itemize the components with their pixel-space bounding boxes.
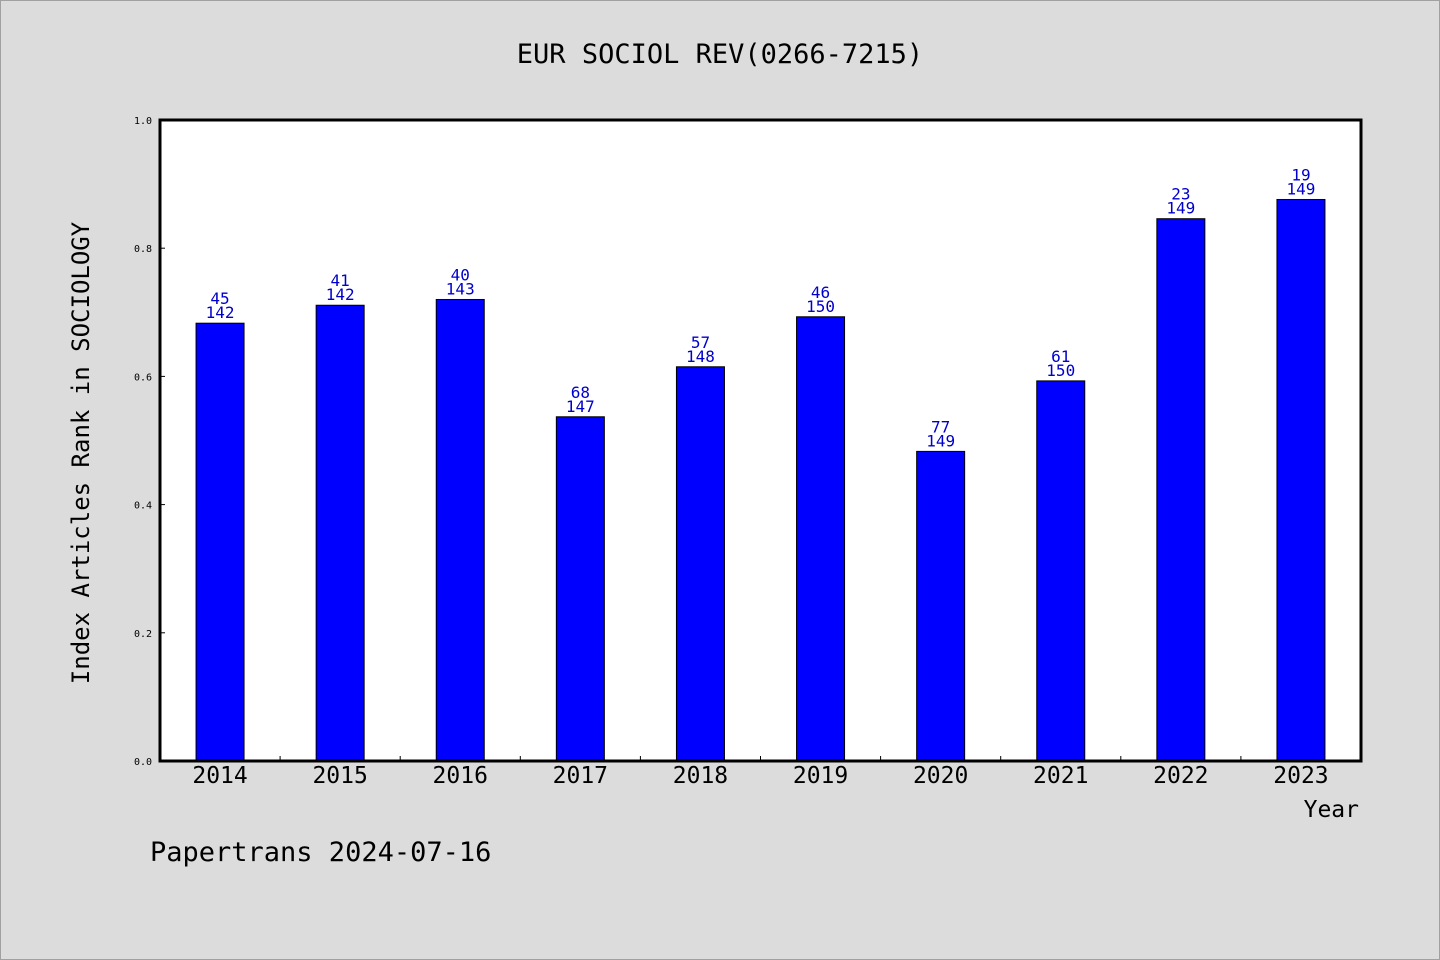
x-tick-label-2018: 2018	[673, 763, 728, 789]
rank-label-2015: 41	[331, 271, 350, 290]
y-tick-label: 0.0	[134, 757, 152, 768]
x-tick-label-2023: 2023	[1273, 763, 1328, 789]
bar-2018	[675, 366, 725, 762]
total-label-2017: 147	[566, 397, 595, 416]
bar-2015	[315, 304, 365, 762]
rank-label-2016: 40	[451, 265, 470, 284]
rank-label-2022: 23	[1171, 185, 1190, 204]
rank-label-2017: 68	[571, 383, 590, 402]
bar-2021	[1036, 380, 1086, 762]
total-label-2023: 149	[1286, 179, 1315, 198]
bar-2017	[555, 416, 605, 762]
total-label-2022: 149	[1166, 199, 1195, 218]
rank-label-2014: 45	[210, 289, 229, 308]
x-tick-label-2014: 2014	[192, 763, 247, 789]
bar-2016	[435, 298, 485, 762]
bar-2020	[916, 450, 966, 762]
x-tick-label-2019: 2019	[793, 763, 848, 789]
total-label-2018: 148	[686, 347, 715, 366]
x-tick-label-2020: 2020	[913, 763, 968, 789]
total-label-2020: 149	[926, 431, 955, 450]
y-axis: 0.0 0.2 0.4 0.6 0.8 1.0	[134, 116, 165, 768]
bar-2014	[195, 322, 245, 762]
rank-label-2018: 57	[691, 333, 710, 352]
x-tick-label-2021: 2021	[1033, 763, 1088, 789]
bars-group	[195, 198, 1326, 762]
rank-label-2021: 61	[1051, 347, 1070, 366]
y-tick-label: 0.6	[134, 372, 152, 383]
x-tick-label-2015: 2015	[312, 763, 367, 789]
rank-label-2019: 46	[811, 283, 830, 302]
footer-text: Papertrans 2024-07-16	[150, 837, 491, 868]
y-tick-label: 0.4	[134, 501, 152, 512]
data-labels-group: 4514241142401436814757148461507714961150…	[206, 165, 1316, 450]
rank-label-2023: 19	[1291, 165, 1310, 184]
x-tick-label-2016: 2016	[433, 763, 488, 789]
chart-title: EUR SOCIOL REV(0266-7215)	[517, 39, 923, 70]
x-axis: 2014 2015 2016 2017 2018 2019 2020 2021 2022 2023	[192, 756, 1329, 789]
total-label-2014: 142	[206, 303, 235, 322]
bar-2023	[1276, 198, 1326, 762]
total-label-2019: 150	[806, 297, 835, 316]
rank-label-2020: 77	[931, 417, 950, 436]
x-tick-label-2022: 2022	[1153, 763, 1208, 789]
total-label-2015: 142	[326, 285, 355, 304]
x-tick-label-2017: 2017	[553, 763, 608, 789]
y-tick-label: 0.2	[134, 629, 152, 640]
total-label-2021: 150	[1046, 361, 1075, 380]
x-axis-title: Year	[1304, 797, 1359, 823]
y-tick-label: 0.8	[134, 244, 152, 255]
y-tick-label: 1.0	[134, 116, 152, 127]
bar-2019	[796, 316, 846, 762]
total-label-2016: 143	[446, 279, 475, 298]
y-axis-title: Index Articles Rank in SOCIOLOGY	[67, 221, 95, 684]
bar-2022	[1156, 218, 1206, 762]
